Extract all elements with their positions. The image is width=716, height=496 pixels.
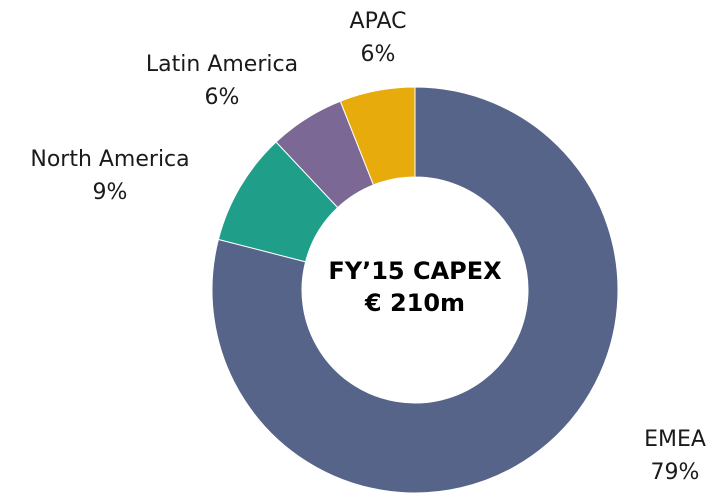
slice-value-label: 6% xyxy=(361,42,396,67)
slice-label: Latin America xyxy=(146,52,298,77)
donut-slice xyxy=(275,100,375,209)
center-value: € 210m xyxy=(364,289,465,317)
slice-label: North America xyxy=(30,147,189,172)
slice-value-label: 6% xyxy=(205,85,240,110)
slice-label: APAC xyxy=(350,9,407,34)
slice-value-label: 79% xyxy=(651,460,700,485)
donut-slice xyxy=(217,141,339,263)
center-title: FY’15 CAPEX xyxy=(328,257,502,285)
donut-slice xyxy=(211,86,619,494)
slice-label: EMEA xyxy=(644,427,706,452)
slice-value-label: 9% xyxy=(93,180,128,205)
